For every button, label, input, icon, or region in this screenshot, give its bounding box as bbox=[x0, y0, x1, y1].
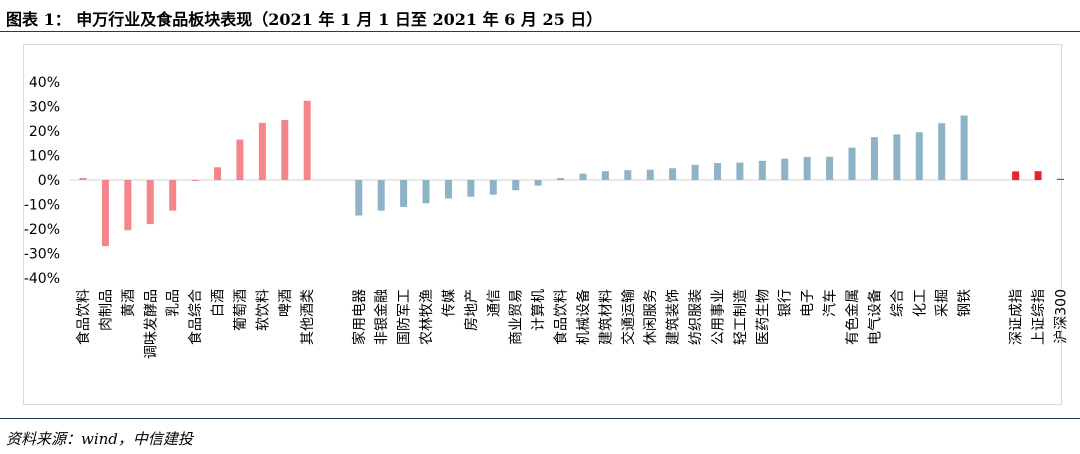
bar-industry bbox=[781, 158, 789, 180]
bar-food bbox=[281, 119, 289, 180]
bar-industry bbox=[377, 180, 385, 211]
bar-industry bbox=[467, 180, 475, 197]
bar-food bbox=[303, 100, 311, 180]
figure-title: 图表 1： 申万行业及食品板块表现（2021 年 1 月 1 日至 2021 年… bbox=[6, 10, 603, 29]
x-tick-label: 葡萄酒 bbox=[233, 289, 249, 331]
x-tick-label: 银行 bbox=[778, 289, 794, 317]
y-tick-label: 10% bbox=[29, 149, 60, 165]
x-tick-label: 钢铁 bbox=[957, 289, 973, 317]
y-tick-label: -20% bbox=[24, 222, 60, 238]
x-tick-label: 啤酒 bbox=[278, 289, 294, 317]
x-tick-label: 非银金融 bbox=[374, 289, 390, 345]
bar-industry bbox=[646, 169, 654, 180]
x-tick-label: 食品饮料 bbox=[553, 289, 570, 345]
x-tick-label: 纺织服装 bbox=[688, 289, 704, 345]
bar-industry bbox=[870, 137, 878, 180]
bar-industry bbox=[758, 160, 766, 180]
bar-food bbox=[101, 180, 109, 247]
bar-food bbox=[258, 122, 266, 180]
bar-industry bbox=[826, 156, 834, 180]
x-tick-label: 电子 bbox=[800, 289, 816, 317]
x-tick-label: 家用电器 bbox=[351, 289, 368, 345]
bar-index bbox=[1057, 178, 1065, 180]
bar-industry bbox=[893, 134, 901, 180]
x-tick-label: 沪深300 bbox=[1054, 289, 1070, 344]
footer-divider bbox=[0, 418, 1080, 419]
bar-industry bbox=[691, 164, 699, 180]
x-tick-label: 电气设备 bbox=[866, 289, 883, 345]
x-tick-label: 交通运输 bbox=[620, 289, 637, 345]
x-tick-label: 深证成指 bbox=[1009, 289, 1025, 345]
x-tick-label: 有色金属 bbox=[844, 289, 861, 345]
y-tick-label: 20% bbox=[29, 124, 60, 140]
bar-food bbox=[214, 167, 222, 180]
x-tick-label: 肉制品 bbox=[98, 289, 114, 331]
x-tick-label: 房地产 bbox=[464, 289, 480, 331]
x-tick-label: 综合 bbox=[890, 289, 906, 317]
title-divider bbox=[0, 31, 1080, 32]
y-tick-label: -10% bbox=[24, 198, 60, 214]
y-tick-label: 0% bbox=[38, 173, 60, 189]
y-tick-label: -40% bbox=[24, 271, 60, 287]
bar-industry bbox=[915, 132, 923, 180]
source-note: 资料来源：wind，中信建投 bbox=[6, 430, 193, 448]
bar-industry bbox=[624, 170, 632, 180]
bar-food bbox=[146, 180, 154, 225]
bar-industry bbox=[669, 168, 677, 180]
x-tick-label: 建筑材料 bbox=[598, 289, 614, 345]
x-tick-label: 商业贸易 bbox=[509, 289, 525, 345]
bar-index bbox=[1034, 171, 1042, 180]
bar-industry bbox=[803, 156, 811, 180]
bar-food bbox=[124, 180, 132, 231]
x-tick-label: 调味发酵品 bbox=[143, 289, 159, 359]
bar-food bbox=[191, 180, 199, 181]
bar-industry bbox=[512, 180, 520, 191]
x-tick-label: 国防军工 bbox=[397, 289, 413, 345]
y-tick-label: 40% bbox=[29, 75, 60, 91]
x-tick-label: 计算机 bbox=[531, 289, 547, 331]
x-tick-label: 黄酒 bbox=[120, 289, 137, 317]
bar-industry bbox=[579, 173, 587, 180]
bar-food bbox=[79, 178, 87, 180]
x-tick-label: 机械设备 bbox=[575, 289, 592, 345]
x-tick-label: 农林牧渔 bbox=[419, 289, 435, 345]
x-tick-label: 休闲服务 bbox=[643, 289, 659, 345]
bar-industry bbox=[557, 178, 565, 180]
bar-food bbox=[169, 180, 177, 211]
x-tick-label: 上证综指 bbox=[1031, 289, 1047, 345]
bar-industry bbox=[400, 180, 408, 207]
bar-industry bbox=[355, 180, 363, 216]
x-tick-label: 公用事业 bbox=[710, 289, 726, 345]
x-tick-label: 食品综合 bbox=[187, 289, 204, 345]
bar-industry bbox=[422, 180, 430, 204]
bar-industry bbox=[444, 180, 452, 199]
bar-index bbox=[1012, 171, 1020, 180]
x-tick-label: 乳品 bbox=[166, 289, 182, 317]
x-tick-label: 软饮料 bbox=[255, 289, 271, 331]
x-tick-label: 轻工制造 bbox=[733, 289, 749, 345]
x-tick-label: 医药生物 bbox=[755, 289, 771, 345]
bar-industry bbox=[736, 162, 744, 180]
x-tick-label: 采掘 bbox=[935, 289, 951, 317]
x-tick-label: 白酒 bbox=[211, 289, 227, 317]
x-tick-label: 汽车 bbox=[822, 289, 839, 317]
bar-food bbox=[236, 139, 244, 180]
chart-frame bbox=[23, 44, 1062, 405]
x-tick-label: 传媒 bbox=[441, 289, 457, 317]
x-tick-label: 其他酒类 bbox=[300, 289, 316, 345]
bar-industry bbox=[534, 180, 542, 186]
x-tick-label: 化工 bbox=[912, 289, 928, 317]
x-tick-label: 建筑装饰 bbox=[666, 289, 682, 345]
x-tick-label: 通信 bbox=[486, 289, 502, 317]
x-tick-label: 食品饮料 bbox=[75, 289, 92, 345]
bar-industry bbox=[489, 180, 497, 195]
bar-industry bbox=[601, 171, 609, 180]
y-tick-label: 30% bbox=[29, 100, 60, 116]
bar-industry bbox=[713, 163, 721, 180]
bar-industry bbox=[960, 115, 968, 180]
y-tick-label: -30% bbox=[24, 247, 60, 263]
bar-industry bbox=[848, 147, 856, 180]
bar-industry bbox=[938, 123, 946, 180]
